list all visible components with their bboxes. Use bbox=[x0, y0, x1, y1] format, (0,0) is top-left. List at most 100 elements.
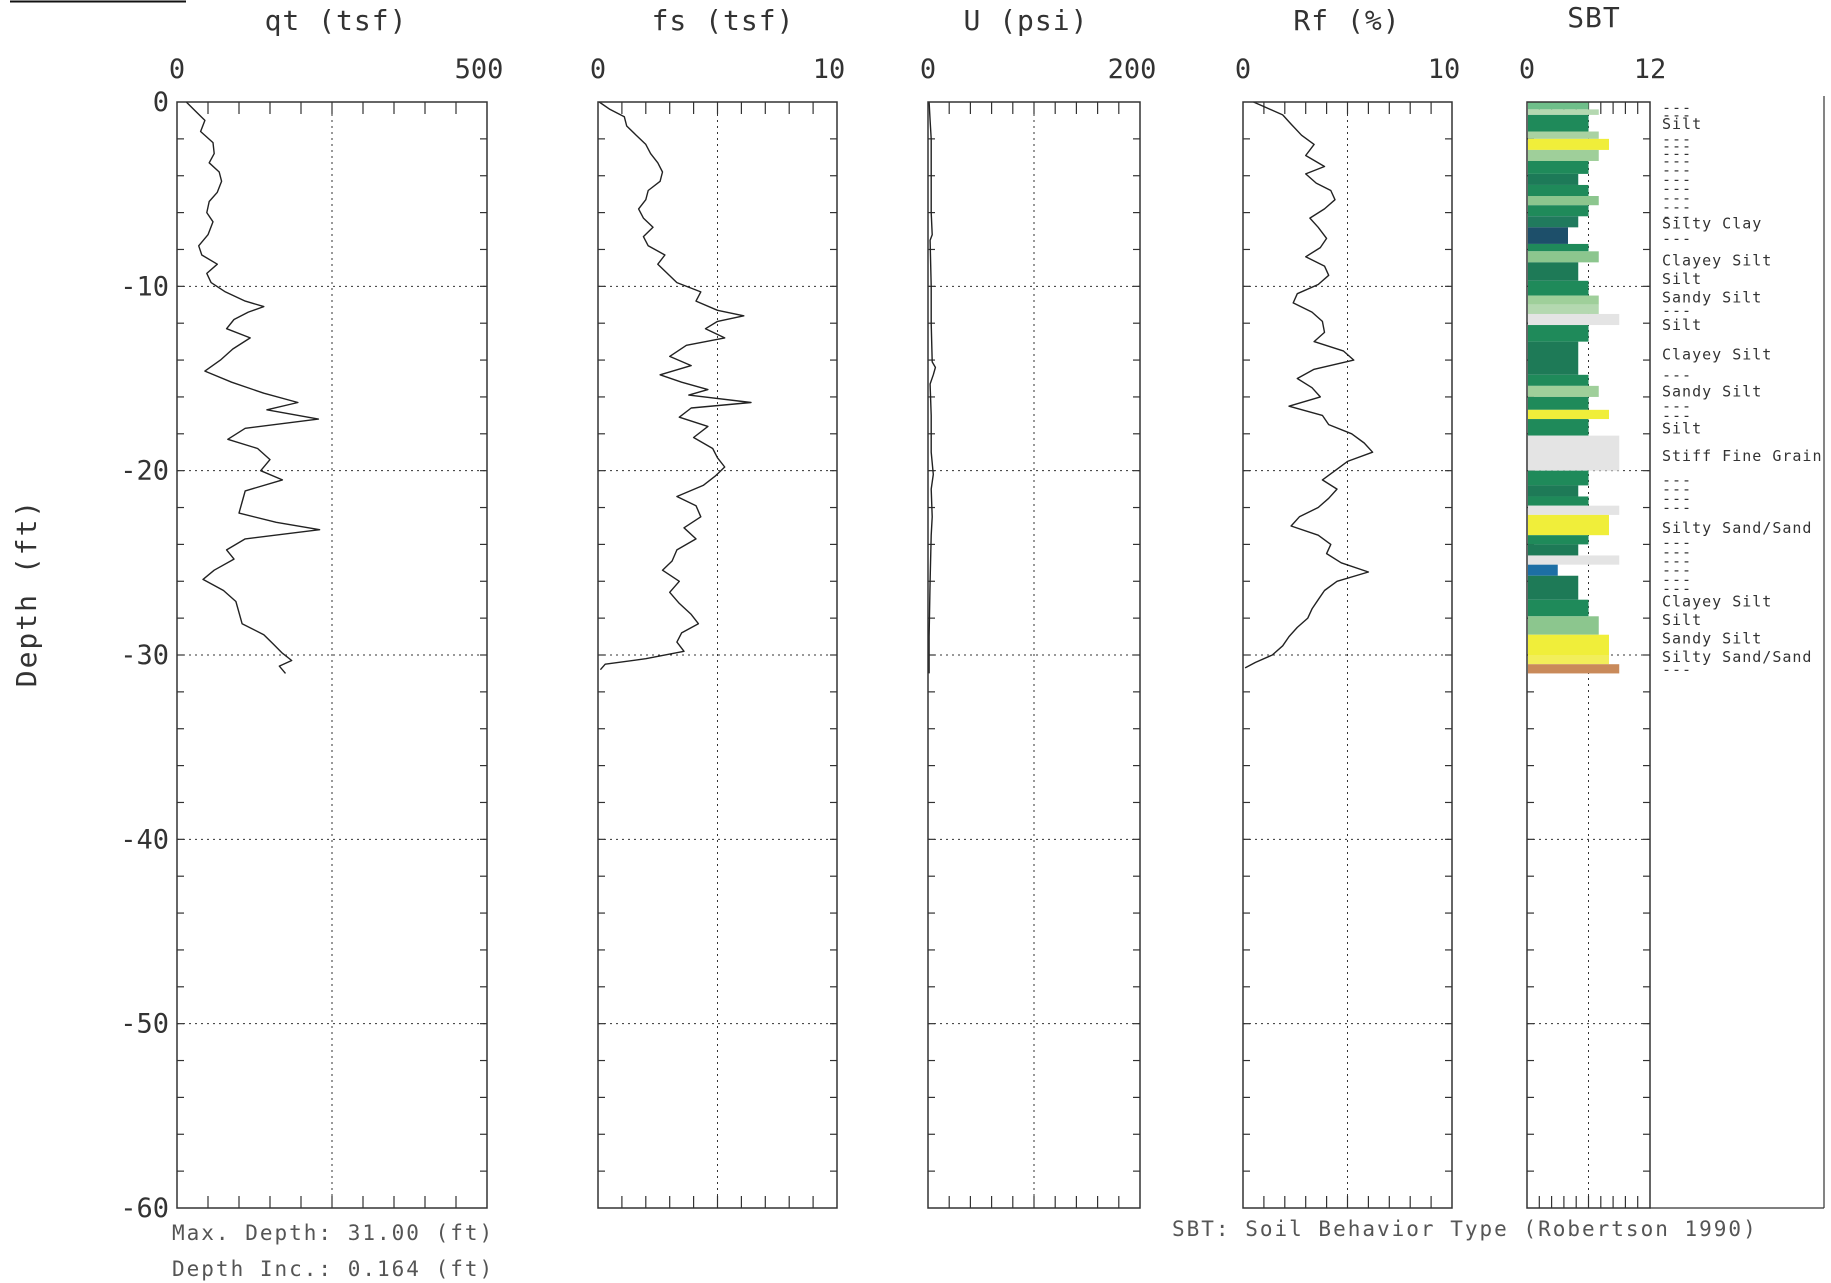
sbt-layer-bar bbox=[1528, 634, 1609, 655]
sbt-layer-bar bbox=[1528, 205, 1589, 217]
sbt-layer-bar bbox=[1528, 196, 1599, 206]
y-tick-label: 0 bbox=[153, 87, 169, 118]
sbt-layer-bar bbox=[1528, 616, 1599, 635]
sbt-layer-bar bbox=[1528, 227, 1568, 244]
sbt-layer-bar bbox=[1528, 216, 1579, 228]
series-line-rf bbox=[1244, 101, 1374, 669]
sbt-layer-bar bbox=[1528, 514, 1609, 536]
x-tick-label-max: 500 bbox=[455, 54, 504, 85]
sbt-layer-bar bbox=[1528, 149, 1599, 161]
sbt-layer-bar bbox=[1528, 243, 1589, 252]
panel-qt: qt (tsf) 0 500 bbox=[169, 4, 504, 1209]
sbt-label: --- bbox=[1662, 207, 1692, 225]
sbt-label: --- bbox=[1662, 229, 1692, 247]
sbt-label: --- bbox=[1662, 499, 1692, 517]
sbt-layer-bar bbox=[1528, 280, 1589, 296]
sbt-label: --- bbox=[1662, 170, 1692, 188]
sbt-layer-bar bbox=[1528, 295, 1599, 305]
sbt-label: Sandy Silt bbox=[1662, 382, 1762, 400]
panel-title: U (psi) bbox=[963, 4, 1088, 37]
sbt-label: --- bbox=[1662, 145, 1692, 163]
sbt-label: Silty Clay bbox=[1662, 215, 1762, 233]
sbt-label: --- bbox=[1662, 106, 1692, 124]
panel-title: SBT bbox=[1567, 1, 1621, 34]
panel-frame bbox=[597, 101, 838, 1209]
sbt-layer-bar bbox=[1528, 664, 1620, 674]
sbt-label: --- bbox=[1662, 189, 1692, 207]
sbt-label: --- bbox=[1662, 489, 1692, 507]
sbt-label: Silt bbox=[1662, 270, 1702, 288]
sbt-label: Silt bbox=[1662, 611, 1702, 629]
sbt-label: --- bbox=[1662, 471, 1692, 489]
sbt-layer-bar bbox=[1528, 435, 1620, 471]
y-tick-label: -40 bbox=[120, 824, 169, 855]
sbt-label: --- bbox=[1662, 198, 1692, 216]
panel-frame bbox=[1526, 101, 1651, 1209]
y-tick-label: -30 bbox=[120, 640, 169, 671]
sbt-label: Clayey Silt bbox=[1662, 346, 1772, 364]
sbt-label: --- bbox=[1662, 137, 1692, 155]
footer-sbt-note: SBT: Soil Behavior Type (Robertson 1990) bbox=[1172, 1217, 1758, 1241]
sbt-layer-bar bbox=[1528, 102, 1589, 110]
panel-u: U (psi) 0 200 bbox=[920, 4, 1157, 1209]
sbt-layer-bar bbox=[1528, 313, 1620, 326]
panel-fs: fs (tsf) 0 10 bbox=[590, 4, 845, 1209]
sbt-layer-bar bbox=[1528, 485, 1579, 497]
sbt-label: --- bbox=[1662, 152, 1692, 170]
x-tick-label-min: 0 bbox=[590, 54, 606, 85]
sbt-label: Stiff Fine Grain bbox=[1662, 447, 1823, 465]
sbt-layer-bar bbox=[1528, 575, 1579, 600]
sbt-layer-bar bbox=[1528, 251, 1599, 263]
panel-frame bbox=[1242, 101, 1453, 1209]
sbt-label: --- bbox=[1662, 561, 1692, 579]
sbt-label: --- bbox=[1662, 397, 1692, 415]
y-axis-label: Depth (ft) bbox=[10, 499, 43, 688]
panel-title: fs (tsf) bbox=[652, 4, 795, 37]
sbt-label: Silty Sand/Sand bbox=[1662, 519, 1812, 537]
panel-frame bbox=[176, 101, 488, 1209]
sbt-label: Sandy Silt bbox=[1662, 288, 1762, 306]
sbt-layer-bar bbox=[1528, 564, 1558, 576]
series-line-u bbox=[928, 101, 937, 674]
sbt-layer-bar bbox=[1528, 409, 1609, 420]
panel-rf: Rf (%) 0 10 bbox=[1235, 4, 1460, 1209]
y-tick-label: -60 bbox=[120, 1193, 169, 1224]
sbt-layer-bar bbox=[1528, 184, 1589, 197]
sbt-label: Sandy Silt bbox=[1662, 629, 1762, 647]
sbt-layer-bar bbox=[1528, 385, 1599, 397]
sbt-layer-bar bbox=[1528, 599, 1589, 617]
sbt-layer-bar bbox=[1528, 173, 1579, 185]
footer-max-depth: Max. Depth: 31.00 (ft) bbox=[172, 1221, 494, 1245]
y-tick-label: -10 bbox=[120, 271, 169, 302]
sbt-label: --- bbox=[1662, 552, 1692, 570]
panel-title: qt (tsf) bbox=[265, 4, 408, 37]
series-line-qt bbox=[185, 101, 321, 674]
x-tick-label-min: 0 bbox=[169, 54, 185, 85]
sbt-layer-bar bbox=[1528, 114, 1589, 132]
sbt-layer-bar bbox=[1528, 496, 1589, 506]
sbt-layer-bar bbox=[1528, 325, 1589, 342]
sbt-label: --- bbox=[1662, 180, 1692, 198]
sbt-layer-bar bbox=[1528, 341, 1579, 375]
sbt-layer-bar bbox=[1528, 419, 1589, 436]
sbt-label: Silt bbox=[1662, 316, 1702, 334]
x-tick-label-max: 12 bbox=[1634, 54, 1667, 85]
sbt-label: --- bbox=[1662, 161, 1692, 179]
x-tick-label-max: 200 bbox=[1108, 54, 1157, 85]
sbt-layer-bar bbox=[1528, 262, 1579, 281]
x-tick-label-min: 0 bbox=[1235, 54, 1251, 85]
sbt-layer-bar bbox=[1528, 555, 1620, 565]
sbt-layer-bar bbox=[1528, 655, 1609, 665]
sbt-layer-bar bbox=[1528, 304, 1599, 314]
x-tick-label-min: 0 bbox=[1519, 54, 1535, 85]
sbt-layer-bar bbox=[1528, 396, 1589, 410]
sbt-label: --- bbox=[1662, 543, 1692, 561]
y-tick-label: -20 bbox=[120, 456, 169, 487]
sbt-label: --- bbox=[1662, 534, 1692, 552]
sbt-label: --- bbox=[1662, 366, 1692, 384]
panel-frame bbox=[927, 101, 1141, 1209]
sbt-label: --- bbox=[1662, 580, 1692, 598]
sbt-layer-bar bbox=[1528, 109, 1599, 115]
sbt-layer-bar bbox=[1528, 544, 1579, 556]
